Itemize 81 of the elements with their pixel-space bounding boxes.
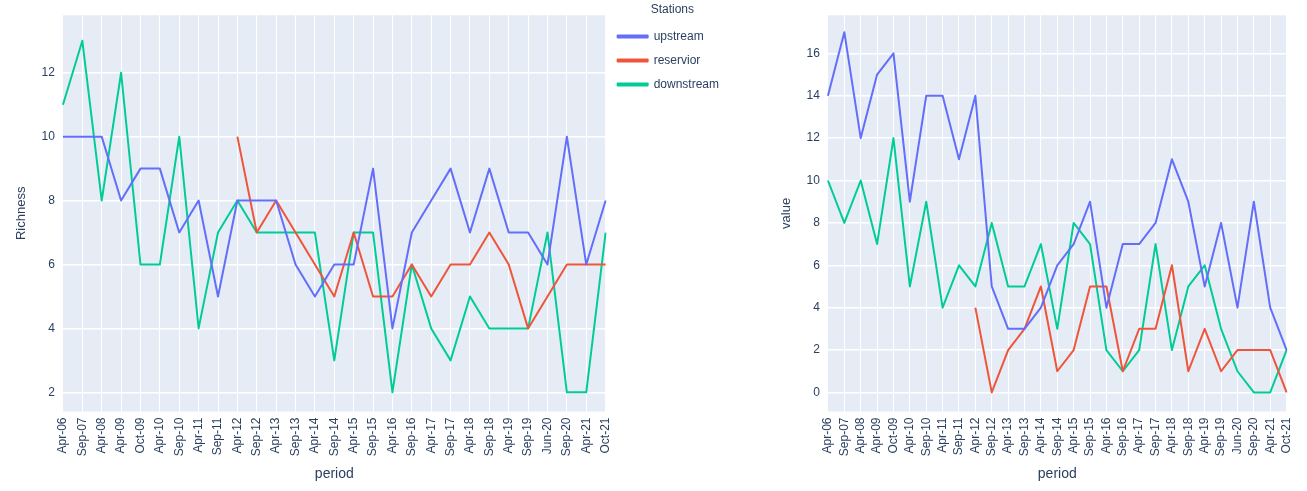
y-tick-label: 12: [806, 130, 821, 145]
y-tick-label: 2: [48, 384, 56, 399]
x-tick-label: Apr-09: [869, 417, 884, 454]
y-tick-label: 6: [813, 257, 821, 272]
x-tick-label: Sep-19: [520, 417, 535, 457]
x-tick-label: Oct-09: [132, 417, 147, 454]
x-tick-label: Sep-16: [404, 417, 419, 457]
legend-label: downstream: [653, 76, 730, 91]
x-tick-label: Jun-20: [539, 417, 554, 455]
y-tick-label: 10: [41, 128, 56, 143]
x-axis-title: period: [1037, 465, 1077, 482]
x-tick-label: Sep-07: [74, 417, 89, 457]
x-tick-label: Sep-18: [481, 417, 496, 457]
x-tick-label: Sep-10: [918, 417, 933, 457]
x-tick-label: Oct-21: [1278, 417, 1293, 454]
legend-title: Stations: [650, 2, 694, 17]
x-tick-label: Sep-07: [836, 417, 851, 457]
x-tick-label: Apr-15: [345, 417, 360, 454]
x-tick-label: Sep-14: [1049, 417, 1064, 457]
y-axis-title: Richness: [13, 186, 29, 241]
x-tick-label: Sep-12: [249, 417, 264, 457]
x-tick-label: Sep-20: [1246, 417, 1261, 457]
x-tick-label: Apr-12: [967, 417, 982, 454]
x-tick-label: Apr-14: [1033, 417, 1048, 454]
y-tick-label: 6: [48, 256, 56, 271]
x-tick-label: Apr-17: [1131, 417, 1146, 454]
x-tick-label: Sep-15: [365, 417, 380, 457]
x-tick-label: Apr-19: [1197, 417, 1212, 454]
x-tick-label: Sep-18: [1180, 417, 1195, 457]
x-tick-label: Sep-16: [1115, 417, 1130, 457]
x-tick-label: Apr-13: [268, 417, 283, 454]
y-tick-label: 0: [813, 384, 821, 399]
x-tick-label: Sep-15: [1082, 417, 1097, 457]
x-tick-label: Apr-13: [1000, 417, 1015, 454]
x-tick-label: Apr-17: [423, 417, 438, 454]
x-tick-label: Apr-18: [1164, 417, 1179, 454]
x-tick-label: Sep-19: [1213, 417, 1228, 457]
x-tick-label: Sep-13: [1016, 417, 1031, 457]
y-tick-label: 4: [48, 320, 56, 335]
x-tick-label: Apr-14: [307, 417, 322, 454]
x-tick-label: Oct-21: [597, 417, 612, 454]
x-tick-label: Apr-18: [462, 417, 477, 454]
x-tick-label: Sep-10: [171, 417, 186, 457]
y-tick-label: 14: [806, 88, 821, 103]
y-tick-label: 16: [806, 45, 821, 60]
x-tick-label: Apr-11: [934, 417, 949, 453]
x-tick-label: Sep-17: [442, 417, 457, 457]
x-tick-label: Apr-06: [820, 417, 835, 454]
x-axis-title: period: [314, 465, 354, 482]
x-tick-label: Sep-13: [287, 417, 302, 457]
y-tick-label: 4: [813, 299, 821, 314]
x-tick-label: Sep-14: [326, 417, 341, 457]
x-tick-label: Apr-21: [578, 417, 593, 454]
x-tick-label: Apr-08: [853, 417, 868, 454]
x-tick-label: Apr-21: [1262, 417, 1277, 454]
y-tick-label: 2: [813, 342, 821, 357]
legend-label: reservior: [653, 52, 711, 67]
legend-label: upstream: [653, 28, 714, 43]
x-tick-label: Apr-19: [501, 417, 516, 454]
x-tick-label: Sep-17: [1147, 417, 1162, 457]
x-tick-label: Jun-20: [1229, 417, 1244, 455]
x-tick-label: Apr-06: [55, 417, 70, 454]
x-tick-label: Apr-16: [384, 417, 399, 454]
x-tick-label: Apr-09: [113, 417, 128, 454]
x-tick-label: Sep-11: [951, 417, 966, 456]
x-tick-label: Oct-09: [885, 417, 900, 454]
y-tick-label: 8: [813, 215, 821, 230]
x-tick-label: Sep-11: [210, 417, 225, 456]
x-tick-label: Sep-12: [984, 417, 999, 457]
x-tick-label: Apr-15: [1065, 417, 1080, 454]
y-tick-label: 12: [41, 65, 56, 80]
y-axis-title: value: [778, 197, 794, 229]
x-tick-label: Apr-10: [152, 417, 167, 454]
x-tick-label: Apr-12: [229, 417, 244, 454]
x-tick-label: Apr-08: [94, 417, 109, 454]
x-tick-label: Apr-11: [190, 417, 205, 453]
x-tick-label: Apr-16: [1098, 417, 1113, 454]
y-tick-label: 8: [48, 192, 56, 207]
y-tick-label: 10: [806, 172, 821, 187]
x-tick-label: Apr-10: [902, 417, 917, 454]
x-tick-label: Sep-20: [559, 417, 574, 457]
